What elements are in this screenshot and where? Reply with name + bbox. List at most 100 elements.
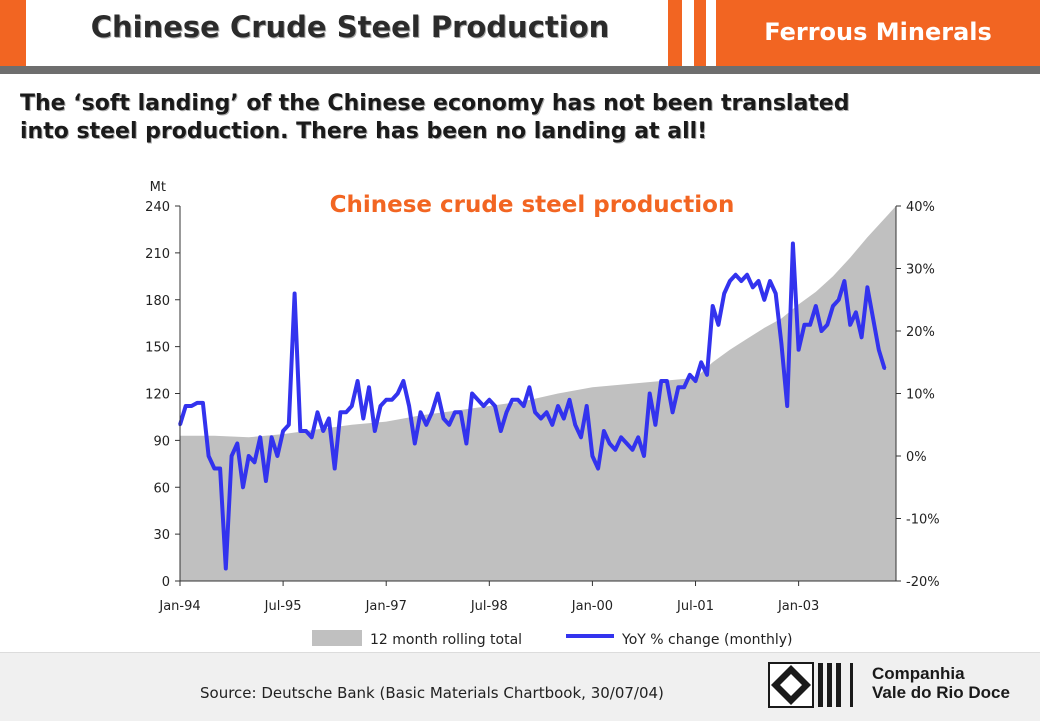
line-point — [327, 417, 331, 420]
line-point — [739, 279, 743, 283]
line-point — [253, 460, 256, 464]
line-point — [270, 435, 274, 439]
line-point — [470, 392, 474, 395]
line-point — [493, 404, 497, 408]
line-point — [482, 404, 486, 408]
x-tick-label: Jul-98 — [470, 599, 508, 614]
line-point — [310, 435, 314, 439]
company-name-line-1: Companhia — [872, 664, 965, 683]
line-point — [865, 285, 869, 289]
line-point — [195, 401, 199, 405]
line-point — [436, 392, 440, 395]
line-point — [350, 404, 354, 408]
axes: 0 30 60 90 120 150 180 210 240 -20% -10% 0% 10% 20% 30… — [145, 200, 939, 614]
line-point — [516, 398, 520, 402]
line-point — [344, 410, 348, 414]
header-bar-left — [668, 0, 682, 66]
y-right-tick-label: 40% — [906, 200, 935, 215]
line-point — [608, 442, 612, 445]
line-point — [298, 429, 302, 433]
line-point — [837, 298, 841, 302]
legend: 12 month rolling total YoY % change (mont… — [312, 630, 793, 648]
line-point — [791, 242, 795, 245]
line-point — [854, 310, 858, 314]
line-point — [757, 279, 760, 283]
line-point — [842, 279, 846, 283]
line-point — [653, 423, 657, 427]
line-point — [224, 567, 228, 570]
line-series-path — [178, 241, 887, 571]
line-point — [235, 442, 239, 445]
legend-swatch-area — [312, 630, 362, 646]
line-point — [293, 292, 297, 295]
line-point — [201, 401, 205, 405]
line-point — [241, 485, 245, 489]
line-point — [883, 367, 886, 370]
line-point — [453, 410, 457, 414]
line-point — [808, 323, 812, 327]
line-point — [831, 304, 835, 308]
line-point — [212, 467, 216, 470]
line-point — [785, 404, 789, 408]
subtitle-line-2: into steel production. There has been no… — [20, 119, 708, 144]
line-point — [545, 410, 549, 414]
subtitle-line-1: The ‘soft landing’ of the Chinese econom… — [20, 91, 850, 116]
line-point — [779, 342, 783, 345]
line-point — [802, 323, 806, 327]
x-tick-label: Jan-03 — [777, 599, 819, 614]
line-point — [568, 398, 571, 402]
line-point — [522, 404, 526, 408]
line-point — [848, 323, 852, 327]
line-point — [619, 435, 623, 439]
line-point — [510, 398, 514, 402]
line-point — [860, 335, 864, 339]
line-point — [762, 298, 766, 302]
line-point — [487, 398, 491, 402]
y-left-tick-label: 180 — [145, 294, 170, 309]
line-point — [247, 454, 251, 458]
line-point — [734, 273, 738, 277]
x-tick-label: Jan-00 — [571, 599, 613, 614]
header-divider — [0, 66, 1040, 74]
line-point — [419, 410, 423, 414]
line-point — [699, 360, 703, 364]
y-left-tick-label: 150 — [145, 341, 170, 356]
line-point — [716, 323, 720, 327]
line-point — [424, 423, 428, 427]
line-point — [774, 292, 778, 295]
line-point — [281, 429, 285, 433]
line-point — [321, 429, 325, 433]
line-point — [190, 404, 193, 408]
line-point — [361, 417, 365, 420]
y-right-tick-label: 10% — [906, 388, 935, 403]
line-point — [722, 292, 726, 295]
line-point — [304, 429, 308, 433]
line-point — [527, 385, 531, 389]
y-right-tick-label: 0% — [906, 450, 927, 465]
company-name: Companhia Vale do Rio Doce — [872, 664, 1010, 702]
line-point — [671, 410, 675, 414]
line-point — [820, 329, 823, 333]
company-name-line-2: Vale do Rio Doce — [872, 683, 1010, 702]
y-left-tick-label: 90 — [153, 434, 170, 449]
line-point — [573, 423, 577, 427]
cvrd-logo-icon — [768, 662, 853, 708]
line-point — [499, 429, 503, 433]
line-point — [430, 410, 434, 414]
line-point — [676, 385, 680, 389]
line-point — [797, 348, 801, 352]
line-point — [814, 304, 818, 308]
line-point — [579, 435, 583, 439]
line-series — [178, 241, 887, 571]
line-point — [625, 442, 629, 445]
line-point — [413, 442, 417, 445]
line-point — [590, 454, 594, 458]
line-point — [539, 417, 543, 420]
line-point — [562, 417, 566, 420]
line-point — [556, 404, 560, 408]
line-point — [613, 448, 617, 452]
y-left-axis-label: Mt — [150, 180, 166, 195]
x-tick-label: Jan-97 — [365, 599, 407, 614]
y-left-tick-label: 30 — [153, 528, 170, 543]
line-point — [602, 429, 606, 433]
